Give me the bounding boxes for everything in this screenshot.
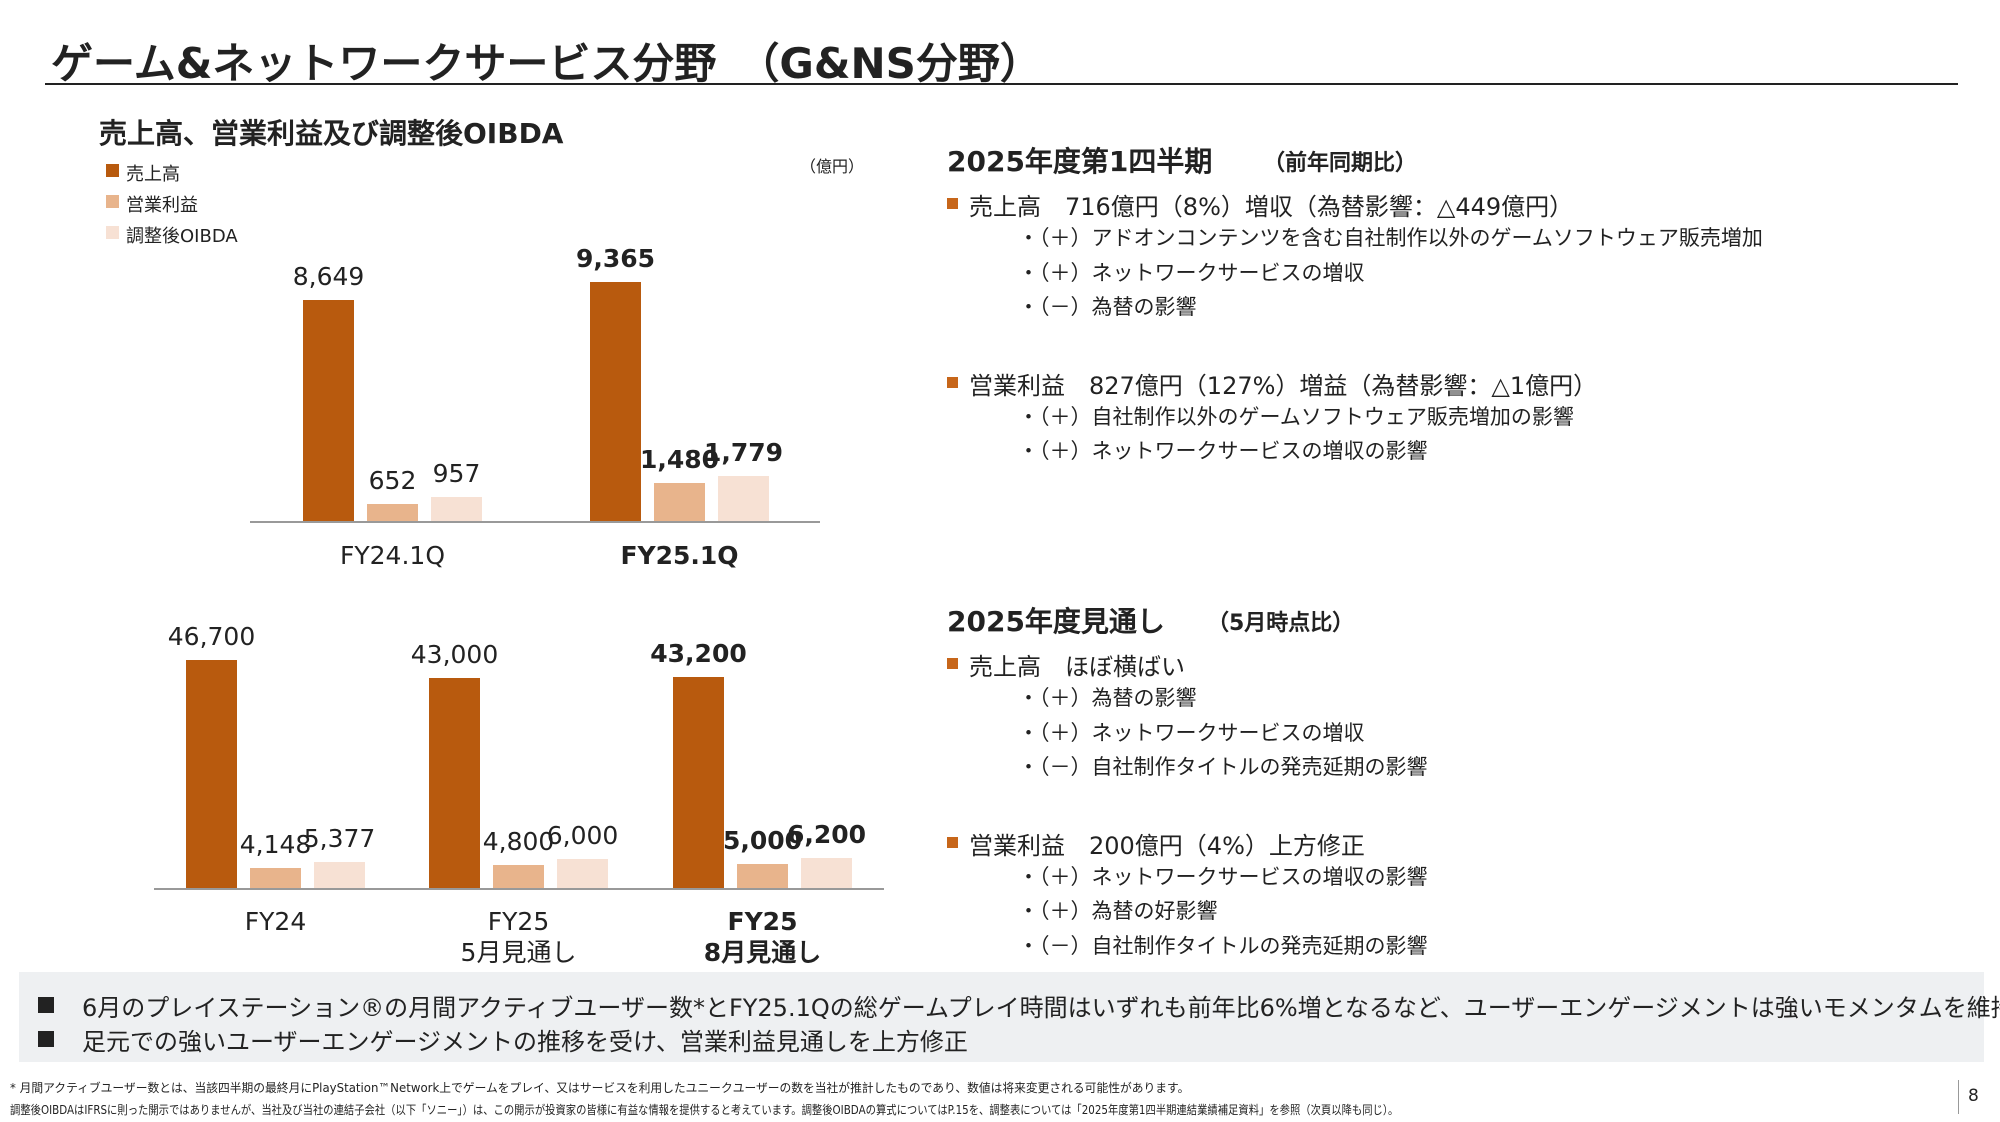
x-tick-label: FY25 8月見通し	[703, 907, 822, 967]
x-tick-label: FY25.1Q	[620, 541, 739, 570]
baseline	[154, 888, 884, 890]
bar	[654, 483, 705, 521]
bar	[673, 677, 724, 888]
slide-title: ゲーム&ネットワークサービス分野 （G&NS分野）	[51, 39, 1042, 88]
sub-bullet: ・（－）自社制作タイトルの発売延期の影響	[1018, 933, 1428, 958]
bar	[431, 496, 482, 521]
footnote: 調整後OIBDAはIFRSに則った開示ではありませんが、当社及び当社の連結子会社…	[10, 1103, 1399, 1117]
bullet-text: 営業利益 827億円（127%）増益（為替影響：△1億円）	[969, 371, 1598, 400]
sub-bullet: ・（＋）アドオンコンテンツを含む自社制作以外のゲームソフトウェア販売増加	[1018, 226, 1763, 250]
legend-swatch	[106, 164, 119, 177]
sub-bullet: ・（＋）為替の好影響	[1018, 899, 1218, 923]
value-label: 4,148	[239, 829, 312, 859]
summary-text: 足元での強いユーザーエンゲージメントの推移を受け、営業利益見通しを上方修正	[82, 1028, 968, 1056]
sub-bullet: ・（＋）自社制作以外のゲームソフトウェア販売増加の影響	[1018, 404, 1574, 429]
bar	[250, 867, 301, 888]
bar	[557, 858, 608, 888]
legend-label: 売上高	[126, 164, 180, 185]
value-label: 6,000	[546, 820, 619, 850]
legend-swatch	[106, 226, 119, 239]
bullet-text: 営業利益 200億円（4%）上方修正	[969, 831, 1365, 860]
sub-bullet: ・（－）自社制作タイトルの発売延期の影響	[1018, 755, 1428, 779]
bar	[718, 475, 769, 521]
bar	[367, 504, 418, 521]
sub-bullet: ・（＋）ネットワークサービスの増収の影響	[1018, 439, 1428, 463]
value-label: 1,480	[639, 445, 720, 475]
x-tick-label: FY24	[244, 907, 307, 936]
legend-swatch	[106, 195, 119, 208]
sub-bullet: ・（－）為替の影響	[1018, 295, 1197, 319]
page-rule	[1958, 1080, 1959, 1114]
bar	[590, 282, 641, 521]
value-label: 8,649	[292, 262, 365, 292]
bullet-square	[947, 836, 958, 848]
section-title: 2025年度見通し	[947, 605, 1165, 638]
legend-label: 営業利益	[126, 195, 198, 216]
value-label: 4,800	[482, 826, 555, 856]
sub-bullet: ・（＋）為替の影響	[1018, 686, 1197, 710]
bar	[801, 857, 852, 888]
value-label: 5,377	[303, 823, 376, 853]
bullet-square	[947, 658, 958, 669]
value-label: 652	[368, 466, 417, 496]
legend-label: 調整後OIBDA	[126, 226, 238, 247]
unit-label: （億円）	[800, 157, 865, 176]
bar	[737, 863, 788, 888]
value-label: 43,000	[410, 640, 499, 670]
x-tick-label: FY25 5月見通し	[460, 907, 577, 967]
value-label: 957	[432, 458, 481, 488]
bullet-square	[947, 198, 958, 209]
bar	[314, 861, 365, 888]
bullet-square	[947, 376, 958, 388]
bar	[186, 660, 237, 888]
value-label: 6,200	[786, 819, 867, 849]
sub-bullet: ・（＋）ネットワークサービスの増収の影響	[1018, 864, 1428, 889]
page-number: 8	[1968, 1086, 1979, 1106]
summary-square	[38, 1031, 54, 1047]
summary-box	[19, 972, 1984, 1062]
section-note: （5月時点比）	[1207, 611, 1355, 636]
sub-bullet: ・（＋）ネットワークサービスの増収	[1018, 260, 1365, 285]
value-label: 46,700	[167, 622, 256, 651]
bar	[303, 300, 354, 521]
chart-title: 売上高、営業利益及び調整後OIBDA	[99, 117, 564, 150]
footnote: * 月間アクティブユーザー数とは、当該四半期の最終月にPlayStation™N…	[10, 1081, 1190, 1095]
value-label: 5,000	[722, 825, 803, 855]
value-label: 43,200	[650, 639, 747, 669]
bullet-text: 売上高 ほぼ横ばい	[969, 653, 1185, 681]
value-label: 1,779	[703, 437, 784, 467]
bar	[493, 864, 544, 888]
section-note: （前年同期比）	[1263, 151, 1418, 176]
baseline	[250, 521, 820, 523]
bar	[429, 678, 480, 888]
summary-square	[38, 997, 54, 1013]
value-label: 9,365	[575, 244, 656, 273]
sub-bullet: ・（＋）ネットワークサービスの増収	[1018, 720, 1365, 745]
x-tick-label: FY24.1Q	[340, 541, 445, 570]
bullet-text: 売上高 716億円（8%）増収（為替影響：△449億円）	[969, 193, 1574, 221]
section-title: 2025年度第1四半期	[947, 145, 1213, 178]
summary-text: 6月のプレイステーション®の月間アクティブユーザー数*とFY25.1Qの総ゲーム…	[82, 994, 2000, 1022]
title-rule	[45, 83, 1958, 85]
